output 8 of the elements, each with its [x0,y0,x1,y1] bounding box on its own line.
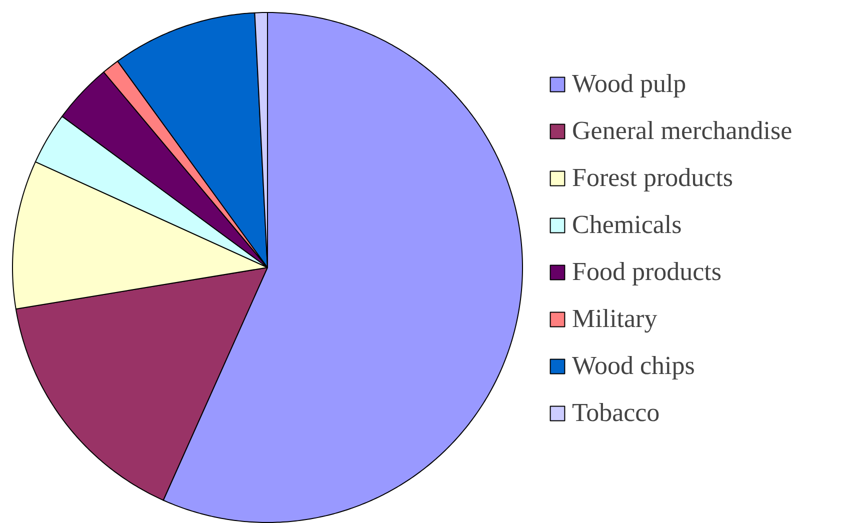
legend-label: Tobacco [572,398,660,428]
legend-label: General merchandise [572,116,792,146]
legend-label: Military [572,304,658,334]
legend-label: Chemicals [572,210,682,240]
legend-label: Food products [572,257,722,287]
legend-label: Wood chips [572,351,695,381]
legend-label: Forest products [572,163,734,193]
legend-label: Wood pulp [572,69,686,99]
